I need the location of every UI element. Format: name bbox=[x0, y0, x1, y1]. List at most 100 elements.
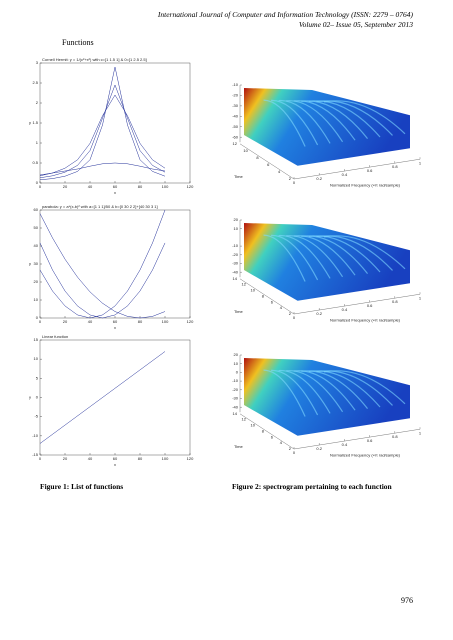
curve bbox=[39, 213, 166, 319]
time-tick-label: 4 bbox=[280, 305, 283, 310]
x-axis-label: x bbox=[114, 190, 116, 195]
plot-title: Cornell Hermit: y = 1/(c²+x²) with c=[1 … bbox=[42, 57, 147, 62]
curve bbox=[39, 351, 166, 444]
time-tick-label: 2 bbox=[289, 311, 292, 316]
ridge bbox=[271, 234, 319, 281]
x-tick-label: 120 bbox=[187, 319, 194, 324]
time-tick-label: 12 bbox=[242, 417, 247, 422]
x-tick-label: 60 bbox=[113, 456, 118, 461]
freq-axis bbox=[293, 429, 421, 450]
time-axis bbox=[239, 278, 295, 315]
ridge bbox=[308, 100, 381, 138]
x-axis-label: x bbox=[114, 325, 116, 330]
ridge bbox=[278, 99, 331, 144]
curve bbox=[39, 209, 166, 319]
issue: Volume 02– Issue 05, September 2013 bbox=[298, 20, 413, 29]
freq-tick-label: 0.6 bbox=[367, 303, 373, 308]
surface bbox=[244, 88, 410, 166]
x-tick-label: 120 bbox=[187, 184, 194, 189]
z-tick-label: 10 bbox=[234, 361, 239, 366]
z-tick-label: -20 bbox=[232, 387, 239, 392]
time-tick-label: 10 bbox=[251, 288, 256, 293]
time-label: Time bbox=[234, 444, 244, 449]
x-tick-label: 0 bbox=[39, 456, 42, 461]
freq-tick-label: 0.6 bbox=[367, 438, 373, 443]
ridge bbox=[293, 100, 356, 141]
time-tick-label: 10 bbox=[243, 148, 248, 153]
z-tick-label: 10 bbox=[234, 226, 239, 231]
plot-title: Linear function bbox=[42, 334, 68, 339]
x-tick-label: 100 bbox=[162, 456, 169, 461]
page-number: 976 bbox=[401, 596, 413, 605]
x-tick-label: 80 bbox=[138, 184, 143, 189]
ridge bbox=[301, 100, 369, 139]
freq-tick-label: 0.2 bbox=[316, 446, 322, 451]
ridge bbox=[323, 370, 406, 405]
freq-tick-label: 0.8 bbox=[392, 434, 398, 439]
z-tick-label: -40 bbox=[232, 269, 239, 274]
y-tick-label: 10 bbox=[34, 356, 39, 361]
y-tick-label: 0 bbox=[36, 180, 39, 185]
y-tick-label: 0 bbox=[36, 395, 39, 400]
time-tick-label: 6 bbox=[271, 299, 274, 304]
y-tick-label: 60 bbox=[34, 207, 39, 212]
y-tick-label: 0 bbox=[36, 315, 39, 320]
y-tick-label: 3 bbox=[36, 60, 39, 65]
time-tick-label: 10 bbox=[251, 423, 256, 428]
ridge bbox=[316, 235, 393, 271]
ridge bbox=[278, 234, 331, 279]
freq-axis bbox=[293, 159, 421, 180]
time-tick-label: 6 bbox=[267, 162, 270, 167]
journal: International Journal of Computer and In… bbox=[157, 10, 413, 19]
z-tick-label: -20 bbox=[232, 93, 239, 98]
time-tick-label: 8 bbox=[262, 293, 265, 298]
figure2-caption: Figure 2: spectrogram pertaining to each… bbox=[232, 482, 392, 491]
x-tick-label: 100 bbox=[162, 319, 169, 324]
curve bbox=[39, 66, 166, 181]
z-tick-label: -40 bbox=[232, 404, 239, 409]
x-tick-label: 60 bbox=[113, 184, 118, 189]
y-tick-label: -15 bbox=[32, 452, 39, 457]
time-tick-label: 4 bbox=[280, 440, 283, 445]
y-axis-label: y bbox=[29, 120, 31, 125]
time-axis bbox=[239, 143, 295, 180]
surface bbox=[244, 223, 410, 301]
freq-tick-label: 0.2 bbox=[316, 311, 322, 316]
x-tick-label: 80 bbox=[138, 319, 143, 324]
freq-axis bbox=[293, 294, 421, 315]
z-tick-label: -50 bbox=[232, 124, 239, 129]
y-tick-label: 5 bbox=[36, 375, 39, 380]
time-axis bbox=[239, 413, 295, 450]
y-tick-label: 10 bbox=[34, 297, 39, 302]
y-tick-label: 2.5 bbox=[32, 80, 38, 85]
time-tick-label: 2 bbox=[289, 446, 292, 451]
freq-tick-label: 0.2 bbox=[316, 176, 322, 181]
ridge bbox=[323, 100, 406, 135]
time-tick-label: 8 bbox=[256, 155, 259, 160]
ridge bbox=[278, 369, 331, 414]
curve bbox=[39, 94, 166, 177]
x-tick-label: 20 bbox=[63, 319, 68, 324]
x-axis-label: x bbox=[114, 462, 116, 467]
y-tick-label: 2 bbox=[36, 100, 39, 105]
ridge bbox=[301, 370, 369, 409]
y-tick-label: 0.5 bbox=[32, 160, 38, 165]
freq-tick-label: 0.8 bbox=[392, 299, 398, 304]
z-tick-label: -30 bbox=[232, 261, 239, 266]
y-tick-label: -10 bbox=[32, 433, 39, 438]
ridge bbox=[308, 235, 381, 273]
curve bbox=[39, 162, 166, 176]
freq-label: Normalized Frequency (×π rad/sample) bbox=[330, 318, 401, 323]
ridge bbox=[316, 100, 393, 136]
ridge bbox=[271, 99, 319, 146]
y-axis-label: y bbox=[29, 261, 31, 266]
curve bbox=[39, 84, 166, 179]
time-tick-label: 4 bbox=[278, 169, 281, 174]
time-label: Time bbox=[234, 174, 244, 179]
z-tick-label: -30 bbox=[232, 396, 239, 401]
z-tick-label: -20 bbox=[232, 252, 239, 257]
freq-tick-label: 1 bbox=[419, 430, 422, 435]
time-label: Time bbox=[234, 309, 244, 314]
